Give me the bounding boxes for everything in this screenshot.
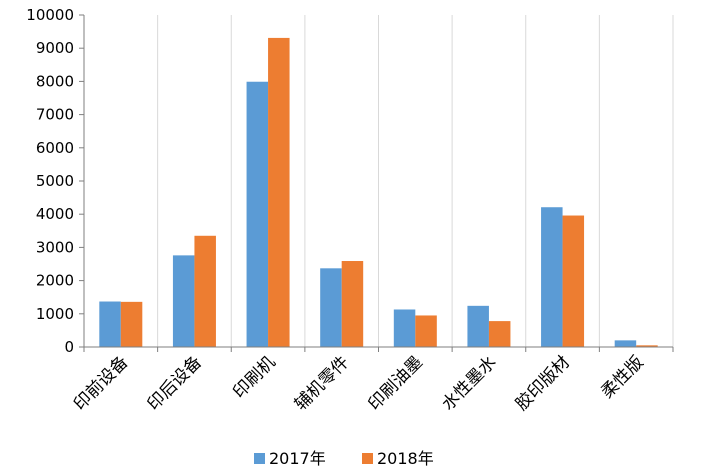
y-tick-label: 5000 <box>36 172 74 190</box>
x-category-label: 印前设备 <box>70 352 132 414</box>
y-tick-labels: 0 1000 2000 3000 4000 5000 6000 7000 8000 9000 100… <box>26 6 74 356</box>
y-tick-label: 2000 <box>36 272 74 290</box>
bar <box>636 345 658 347</box>
legend-swatch <box>254 453 265 464</box>
x-category-label: 印刷油墨 <box>365 352 427 414</box>
bar <box>268 37 290 348</box>
y-tick-label: 1000 <box>36 305 74 323</box>
bar <box>341 261 364 347</box>
legend-label: 2018年 <box>377 449 434 468</box>
y-tick-label: 7000 <box>36 106 74 124</box>
legend: 2017年 2018年 <box>254 449 434 468</box>
x-category-label: 辅机零件 <box>291 352 353 414</box>
x-category-label: 水性墨水 <box>438 352 500 414</box>
legend-label: 2017年 <box>269 449 326 468</box>
x-category-label: 胶印版材 <box>512 352 574 414</box>
bar <box>172 255 195 347</box>
grid-lines <box>83 15 674 347</box>
x-category-labels: 印前设备 印后设备 印刷机 辅机零件 印刷油墨 水性墨水 胶印版材 柔性版 <box>70 352 648 414</box>
bar <box>246 81 269 348</box>
bar <box>194 235 216 347</box>
bar <box>393 309 416 347</box>
y-tick-label: 0 <box>64 338 74 356</box>
bars <box>99 37 658 348</box>
bar <box>488 321 511 347</box>
y-tick-label: 3000 <box>36 238 74 256</box>
legend-swatch <box>362 453 373 464</box>
bar <box>320 268 342 347</box>
y-tick-label: 8000 <box>36 72 74 90</box>
y-tick-label: 9000 <box>36 39 74 57</box>
bar <box>120 301 143 347</box>
bar <box>614 340 637 347</box>
bar <box>415 315 437 347</box>
x-category-label: 柔性版 <box>598 352 648 402</box>
x-category-label: 印刷机 <box>229 352 279 402</box>
y-tick-label: 4000 <box>36 205 74 223</box>
y-tick-label: 10000 <box>26 6 74 24</box>
bar <box>99 301 121 347</box>
bar <box>467 305 489 347</box>
bar <box>541 207 563 347</box>
axes <box>79 14 674 352</box>
bar <box>562 215 585 347</box>
y-tick-label: 6000 <box>36 139 74 157</box>
x-category-label: 印后设备 <box>144 352 206 414</box>
